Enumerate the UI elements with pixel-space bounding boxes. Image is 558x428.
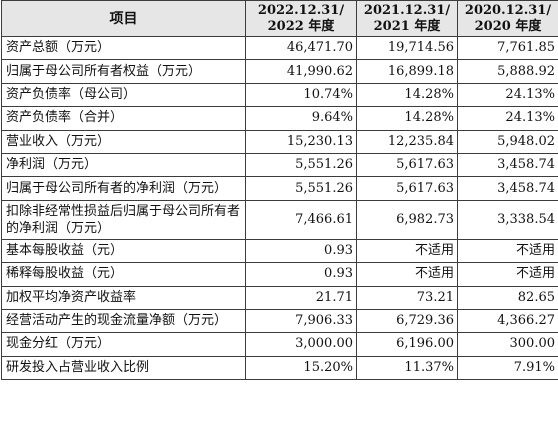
value-2022: 5,551.26 — [245, 152, 357, 178]
value-2021: 不适用 — [356, 262, 458, 287]
value-2022: 0.93 — [245, 262, 357, 287]
value-2020: 4,366.27 — [457, 308, 558, 334]
header-2022-date: 2022.12.31/ — [257, 2, 345, 18]
table-row: 资产负债率（母公司） 10.74% 14.28% 24.13% — [1, 82, 558, 108]
value-2020: 7.91% — [457, 355, 558, 381]
table-body: 资产总额（万元） 46,471.70 19,714.56 7,761.85 归属… — [1, 35, 558, 381]
value-2022: 21.71 — [245, 285, 357, 310]
row-label: 净利润（万元） — [1, 152, 246, 178]
table-row: 基本每股收益（元） 0.93 不适用 不适用 — [1, 238, 558, 264]
table-row: 加权平均净资产收益率 21.71 73.21 82.65 — [1, 285, 558, 310]
value-2020: 7,761.85 — [457, 35, 558, 61]
table-row: 扣除非经常性损益后归属于母公司所有者的净利润（万元） 7,466.61 6,98… — [1, 199, 558, 240]
table-row: 研发投入占营业收入比例 15.20% 11.37% 7.91% — [1, 355, 558, 381]
header-item: 项目 — [1, 0, 246, 37]
value-2021: 5,617.63 — [356, 176, 458, 201]
value-2022: 7,906.33 — [245, 308, 357, 334]
header-row: 项目 2022.12.31/ 2022 年度 2021.12.31/ 2021 … — [1, 0, 558, 37]
value-2020: 24.13% — [457, 82, 558, 108]
value-2021: 14.28% — [356, 106, 458, 131]
header-2020: 2020.12.31/ 2020 年度 — [457, 0, 558, 37]
row-label: 资产负债率（合并） — [1, 106, 246, 131]
table-row: 稀释每股收益（元） 0.93 不适用 不适用 — [1, 262, 558, 287]
row-label: 经营活动产生的现金流量净额（万元） — [1, 308, 246, 334]
value-2022: 0.93 — [245, 238, 357, 264]
row-label: 营业收入（万元） — [1, 129, 246, 154]
value-2021: 11.37% — [356, 355, 458, 381]
value-2022: 15,230.13 — [245, 129, 357, 154]
value-2020: 3,458.74 — [457, 176, 558, 201]
table-row: 资产负债率（合并） 9.64% 14.28% 24.13% — [1, 106, 558, 131]
value-2021: 5,617.63 — [356, 152, 458, 178]
value-2022: 7,466.61 — [245, 199, 357, 240]
row-label: 研发投入占营业收入比例 — [1, 355, 246, 381]
row-label: 扣除非经常性损益后归属于母公司所有者的净利润（万元） — [1, 199, 246, 240]
table-row: 归属于母公司所有者权益（万元） 41,990.62 16,899.18 5,88… — [1, 59, 558, 84]
header-2020-year: 2020 年度 — [474, 18, 542, 34]
value-2020: 24.13% — [457, 106, 558, 131]
value-2020: 不适用 — [457, 238, 558, 264]
value-2022: 41,990.62 — [245, 59, 357, 84]
table-row: 资产总额（万元） 46,471.70 19,714.56 7,761.85 — [1, 35, 558, 61]
table-header: 项目 2022.12.31/ 2022 年度 2021.12.31/ 2021 … — [1, 0, 558, 37]
row-label: 资产总额（万元） — [1, 35, 246, 61]
value-2020: 82.65 — [457, 285, 558, 310]
value-2021: 不适用 — [356, 238, 458, 264]
table-row: 营业收入（万元） 15,230.13 12,235.84 5,948.02 — [1, 129, 558, 154]
value-2021: 19,714.56 — [356, 35, 458, 61]
value-2020: 5,888.92 — [457, 59, 558, 84]
header-2020-date: 2020.12.31/ — [464, 2, 552, 18]
value-2022: 10.74% — [245, 82, 357, 108]
value-2020: 不适用 — [457, 262, 558, 287]
header-2021: 2021.12.31/ 2021 年度 — [356, 0, 458, 37]
financial-indicators-table: 项目 2022.12.31/ 2022 年度 2021.12.31/ 2021 … — [1, 0, 558, 381]
value-2022: 46,471.70 — [245, 35, 357, 61]
value-2020: 3,338.54 — [457, 199, 558, 240]
value-2021: 6,729.36 — [356, 308, 458, 334]
value-2022: 5,551.26 — [245, 176, 357, 201]
value-2021: 14.28% — [356, 82, 458, 108]
value-2022: 9.64% — [245, 106, 357, 131]
value-2021: 73.21 — [356, 285, 458, 310]
row-label: 归属于母公司所有者的净利润（万元） — [1, 176, 246, 201]
value-2022: 3,000.00 — [245, 332, 357, 357]
value-2021: 6,196.00 — [356, 332, 458, 357]
row-label: 稀释每股收益（元） — [1, 262, 246, 287]
value-2021: 12,235.84 — [356, 129, 458, 154]
table-row: 现金分红（万元） 3,000.00 6,196.00 300.00 — [1, 332, 558, 357]
value-2020: 300.00 — [457, 332, 558, 357]
row-label: 现金分红（万元） — [1, 332, 246, 357]
value-2020: 3,458.74 — [457, 152, 558, 178]
row-label: 基本每股收益（元） — [1, 238, 246, 264]
value-2021: 16,899.18 — [356, 59, 458, 84]
row-label: 资产负债率（母公司） — [1, 82, 246, 108]
value-2022: 15.20% — [245, 355, 357, 381]
header-2021-date: 2021.12.31/ — [363, 2, 451, 18]
header-2022-year: 2022 年度 — [267, 18, 335, 34]
table-row: 净利润（万元） 5,551.26 5,617.63 3,458.74 — [1, 152, 558, 178]
header-2021-year: 2021 年度 — [373, 18, 441, 34]
value-2021: 6,982.73 — [356, 199, 458, 240]
row-label: 加权平均净资产收益率 — [1, 285, 246, 310]
table-row: 归属于母公司所有者的净利润（万元） 5,551.26 5,617.63 3,45… — [1, 176, 558, 201]
header-2022: 2022.12.31/ 2022 年度 — [245, 0, 357, 37]
row-label: 归属于母公司所有者权益（万元） — [1, 59, 246, 84]
value-2020: 5,948.02 — [457, 129, 558, 154]
table-row: 经营活动产生的现金流量净额（万元） 7,906.33 6,729.36 4,36… — [1, 308, 558, 334]
